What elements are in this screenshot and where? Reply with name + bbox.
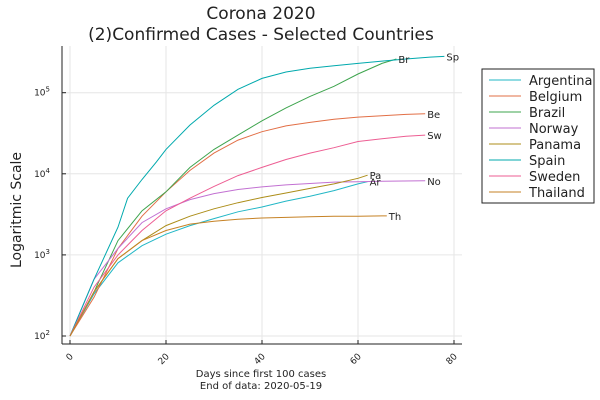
legend-label-sweden: Sweden [529, 170, 580, 185]
series-line-argentina [69, 181, 368, 337]
grid-layer [62, 46, 462, 344]
legend: ArgentinaBelgiumBrazilNorwayPanamaSpainS… [481, 68, 595, 204]
end-label-panama: Pa [370, 171, 382, 182]
x-axis-label-line2: End of data: 2020-05-19 [200, 381, 322, 392]
y-tick-label: 104 [34, 167, 50, 180]
end-label-brazil: Br [398, 55, 410, 66]
legend-box [481, 68, 595, 204]
end-label-spain: Sp [446, 52, 459, 63]
series-line-thailand [69, 215, 387, 337]
legend-label-norway: Norway [529, 122, 579, 137]
end-label-belgium: Be [427, 110, 440, 121]
series-line-sweden [69, 134, 426, 337]
x-tick-label: 60 [349, 352, 364, 367]
y-tick-layer: 102 103 104 105 [34, 86, 66, 342]
series-line-norway [69, 180, 426, 337]
legend-label-thailand: Thailand [528, 186, 585, 201]
series-line-brazil [69, 58, 397, 337]
chart-title-line1: Corona 2020 [206, 4, 315, 24]
series-line-spain [69, 55, 445, 337]
end-label-norway: No [427, 177, 441, 188]
x-tick-layer: 0 20 40 60 80 [65, 340, 460, 367]
y-tick-label: 103 [34, 248, 50, 261]
y-tick-label: 102 [34, 329, 50, 342]
legend-label-spain: Spain [529, 154, 565, 169]
y-tick-label: 105 [34, 86, 50, 99]
end-label-argentina: Ar [370, 178, 382, 189]
x-axis-label-line1: Days since first 100 cases [196, 369, 326, 380]
end-label-thailand: Th [388, 212, 401, 223]
end-label-layer: Ar Be Br No Pa Sp Sw Th [370, 52, 460, 222]
chart-title-line2: (2)Confirmed Cases - Selected Countries [88, 25, 434, 45]
x-tick-label: 0 [65, 352, 76, 363]
x-tick-label: 20 [157, 352, 172, 367]
x-tick-label: 40 [253, 352, 268, 367]
y-axis-label: Logaritmic Scale [9, 152, 25, 268]
legend-label-panama: Panama [529, 138, 581, 153]
series-layer [69, 55, 445, 337]
series-line-belgium [69, 113, 426, 337]
x-tick-label: 80 [445, 352, 460, 367]
end-label-sweden: Sw [427, 131, 442, 142]
legend-label-argentina: Argentina [529, 74, 592, 89]
legend-label-belgium: Belgium [529, 90, 582, 105]
legend-label-brazil: Brazil [529, 106, 565, 121]
